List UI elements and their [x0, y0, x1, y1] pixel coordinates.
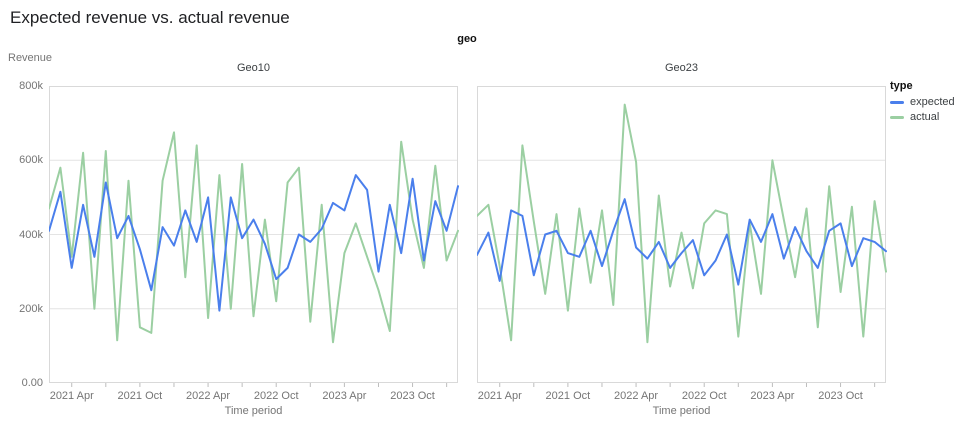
plot-area-geo10[interactable]	[48, 85, 459, 396]
panel-title-geo10: Geo10	[236, 62, 271, 74]
expected-line-swatch	[890, 100, 904, 104]
x-tick-label: 2022 Oct	[681, 390, 727, 402]
y-tick-label: 600k	[19, 154, 43, 167]
panel-title-geo23: Geo23	[664, 62, 699, 74]
y-tick-label: 0.00	[21, 377, 43, 389]
actual-line-swatch	[890, 115, 904, 119]
x-axis-title: Time period	[224, 405, 283, 417]
y-axis-title: Revenue	[8, 52, 53, 64]
facet-field-label: geo	[457, 33, 477, 45]
y-tick-label: 800k	[19, 80, 43, 92]
x-tick-label: 2021 Apr	[49, 390, 94, 402]
panel-border	[477, 86, 886, 383]
x-axis-title: Time period	[652, 405, 711, 417]
line-actual-geo10[interactable]	[48, 131, 459, 344]
page-title: Expected revenue vs. actual revenue	[10, 8, 290, 27]
plot-area-geo23[interactable]	[476, 85, 887, 396]
x-tick-label: 2022 Apr	[186, 390, 231, 402]
x-tick-label: 2023 Apr	[750, 390, 795, 402]
line-expected-geo10[interactable]	[48, 174, 459, 312]
x-tick-label: 2022 Oct	[253, 390, 299, 402]
x-tick-label: 2022 Apr	[614, 390, 659, 402]
x-tick-label: 2021 Oct	[117, 390, 163, 402]
line-expected-geo23[interactable]	[476, 198, 887, 286]
x-tick-label: 2023 Oct	[390, 390, 435, 402]
legend: type expected actual	[890, 80, 955, 126]
x-tick-label: 2023 Oct	[818, 390, 863, 402]
legend-item-expected[interactable]: expected	[890, 96, 955, 108]
x-tick-label: 2021 Apr	[477, 390, 522, 402]
y-tick-label: 400k	[19, 228, 43, 241]
x-tick-label: 2021 Oct	[545, 390, 591, 402]
y-tick-label: 200k	[19, 302, 43, 315]
legend-title: type	[890, 80, 913, 92]
line-actual-geo23[interactable]	[476, 103, 887, 344]
x-tick-label: 2023 Apr	[322, 390, 367, 402]
legend-item-actual[interactable]: actual	[890, 111, 955, 123]
